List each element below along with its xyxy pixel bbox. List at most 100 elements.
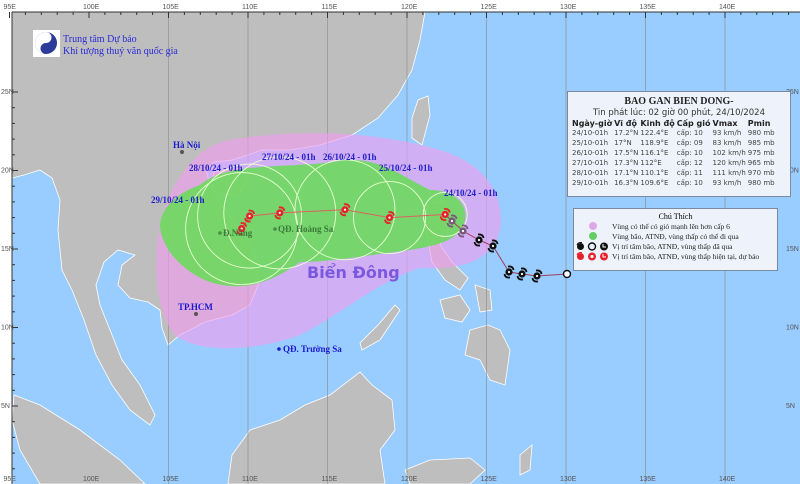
past-storm-icon: [503, 265, 515, 279]
legend-item-wind-zone: Vùng có thể có gió mạnh lên hơn cấp 6: [574, 221, 777, 231]
column-header: Kinh độ: [640, 119, 675, 128]
danger-zone: [160, 159, 466, 287]
legend-label: Vùng bão, ATNĐ, vùng thấp có thể đi qua: [612, 231, 739, 241]
storm-title: BAO GAN BIEN DONG-: [624, 96, 734, 107]
cell-level: cấp: 11: [676, 169, 703, 177]
forecast-storm-icon: [439, 208, 451, 221]
cell-time: 29/10-01h: [572, 179, 609, 187]
cell-lon: 122.4°E: [640, 129, 669, 137]
lat-label-left: 10N: [1, 325, 14, 332]
lon-label-bottom: 110E: [242, 476, 258, 483]
legend-label: Vị trí tâm bão, ATNĐ, vùng thấp hiện tại…: [612, 251, 760, 261]
lat-label-right: 5N: [786, 403, 795, 410]
forecast-radius-circle: [197, 163, 303, 269]
forecast-label-29: 29/10/24 - 01h: [151, 195, 205, 205]
place-hcm: TP.HCM: [178, 302, 213, 312]
legend-item-past-positions: Vị trí tâm bão, ATNĐ, vùng thấp đã qua: [574, 241, 777, 251]
lon-label-top: 115E: [322, 4, 338, 11]
forecast-radius-circle: [353, 181, 426, 255]
lat-label-right: 15N: [786, 246, 799, 253]
cell-pmin: 980 mb: [747, 179, 775, 187]
lon-label-bottom: 125E: [481, 476, 498, 483]
org-name-line2: Khí tượng thuỷ văn quốc gia: [63, 46, 178, 57]
table-row: 26/10-01h 17.5°N 116.1°E cấp: 10 102 km/h 975…: [572, 148, 777, 158]
forecast-label-26: 26/10/24 - 01h: [323, 152, 377, 162]
lon-label-top: 105E: [163, 4, 180, 11]
cell-lon: 118.9°E: [640, 139, 669, 147]
cell-vmax: 120 km/h: [712, 159, 746, 167]
cell-level: cấp: 12: [676, 159, 703, 167]
lat-label-left: 5N: [1, 403, 10, 410]
table-row: 29/10-01h 16.3°N 109.6°E cấp: 10 93 km/h 980 …: [572, 178, 777, 188]
issued-time: Tin phát lúc: 02 giờ 00 phút, 24/10/2024: [593, 108, 765, 118]
forecast-label-24: 24/10/24 - 01h: [444, 188, 498, 198]
cell-lon: 110.1°E: [640, 169, 669, 177]
lon-label-bottom: 140E: [719, 476, 736, 483]
cell-pmin: 980 mb: [747, 129, 775, 137]
column-header: Vmax: [712, 119, 738, 128]
forecast-radius-circle: [185, 172, 299, 286]
forecast-label-27: 27/10/24 - 01h: [262, 152, 316, 162]
storm-track: [236, 203, 572, 283]
column-header: Ngày-giờ: [572, 119, 613, 128]
lon-label-bottom: 135E: [640, 476, 657, 483]
lon-label-top: 125E: [481, 4, 498, 11]
legend-label: Vùng có thể có gió mạnh lên hơn cấp 6: [612, 221, 730, 231]
lon-label-top: 120E: [401, 4, 418, 11]
sea-name-label: Biển Đông: [307, 263, 400, 282]
cell-pmin: 985 mb: [747, 139, 775, 147]
lat-label-right: 25N: [786, 89, 799, 96]
forecast-circles: [185, 156, 468, 286]
cell-lon: 116.1°E: [640, 149, 669, 157]
table-row: 28/10-01h 17.1°N 110.1°E cấp: 11 111 km/h 970…: [572, 168, 777, 178]
storm-info-panel: BAO GAN BIEN DONG- Tin phát lúc: 02 giờ …: [567, 91, 791, 197]
lon-label-bottom: 105E: [163, 476, 180, 483]
pink-circle-icon: [589, 222, 597, 230]
cell-lon: 109.6°E: [640, 179, 669, 187]
cell-level: cấp: 10: [676, 149, 703, 157]
lon-label-top: 130E: [560, 4, 577, 11]
lon-label-bottom: 130E: [560, 476, 577, 483]
legend-label: Vị trí tâm bão, ATNĐ, vùng thấp đã qua: [612, 241, 733, 251]
forecast-radius-circle: [223, 156, 337, 270]
forecast-radius-circle: [422, 192, 468, 237]
cell-level: cấp: 10: [676, 179, 703, 187]
cell-lat: 17.3°N: [614, 159, 639, 167]
cell-vmax: 93 km/h: [712, 179, 742, 187]
lon-label-bottom: 100E: [83, 476, 100, 483]
lon-label-top: 95E: [4, 4, 17, 11]
forecast-table: Ngày-giờ Vĩ độ Kinh độ Cấp gió Vmax Pmin 24/1…: [572, 119, 777, 188]
green-circle-icon: [589, 232, 597, 240]
forecast-storm-icon: [384, 211, 395, 225]
cell-lat: 17°N: [614, 139, 632, 147]
lon-label-top: 140E: [719, 4, 736, 11]
table-row: 27/10-01h 17.3°N 112°E cấp: 12 120 km/h 965 m…: [572, 158, 777, 168]
column-header: Pmin: [747, 119, 771, 128]
past-storm-icon: [446, 214, 458, 228]
past-storm-icon: [473, 233, 485, 247]
lat-label-left: 15N: [1, 246, 14, 253]
lat-label-left: 25N: [1, 89, 14, 96]
legend-item-forecast-positions: Vị trí tâm bão, ATNĐ, vùng thấp hiện tại…: [574, 251, 777, 261]
lat-label-right: 20N: [786, 168, 799, 175]
cell-lat: 17.1°N: [614, 169, 639, 177]
lon-label-top: 100E: [83, 4, 100, 11]
lon-label-top: 110E: [242, 4, 258, 11]
place-truongsa: QĐ. Trường Sa: [283, 344, 342, 354]
place-hoangsa: QĐ. Hoàng Sa: [278, 224, 334, 234]
forecast-label-28: 28/10/24 - 01h: [189, 163, 243, 173]
legend-title: Chú Thích: [658, 212, 693, 221]
lon-label-bottom: 95E: [4, 476, 17, 483]
cell-time: 24/10-01h: [572, 129, 609, 137]
past-storm-icon: [516, 267, 528, 281]
past-storm-icon: [531, 269, 543, 283]
lat-label-right: 10N: [786, 325, 799, 332]
forecast-radius-circle: [294, 159, 396, 261]
cell-pmin: 965 mb: [747, 159, 775, 167]
cell-time: 27/10-01h: [572, 159, 609, 167]
legend-panel: Chú Thích Vùng có thể có gió mạnh lên hơ…: [573, 208, 778, 271]
cell-lat: 17.2°N: [614, 129, 639, 137]
past-storm-icon: [487, 239, 499, 253]
cell-pmin: 975 mb: [747, 149, 775, 157]
lon-label-bottom: 115E: [322, 476, 338, 483]
